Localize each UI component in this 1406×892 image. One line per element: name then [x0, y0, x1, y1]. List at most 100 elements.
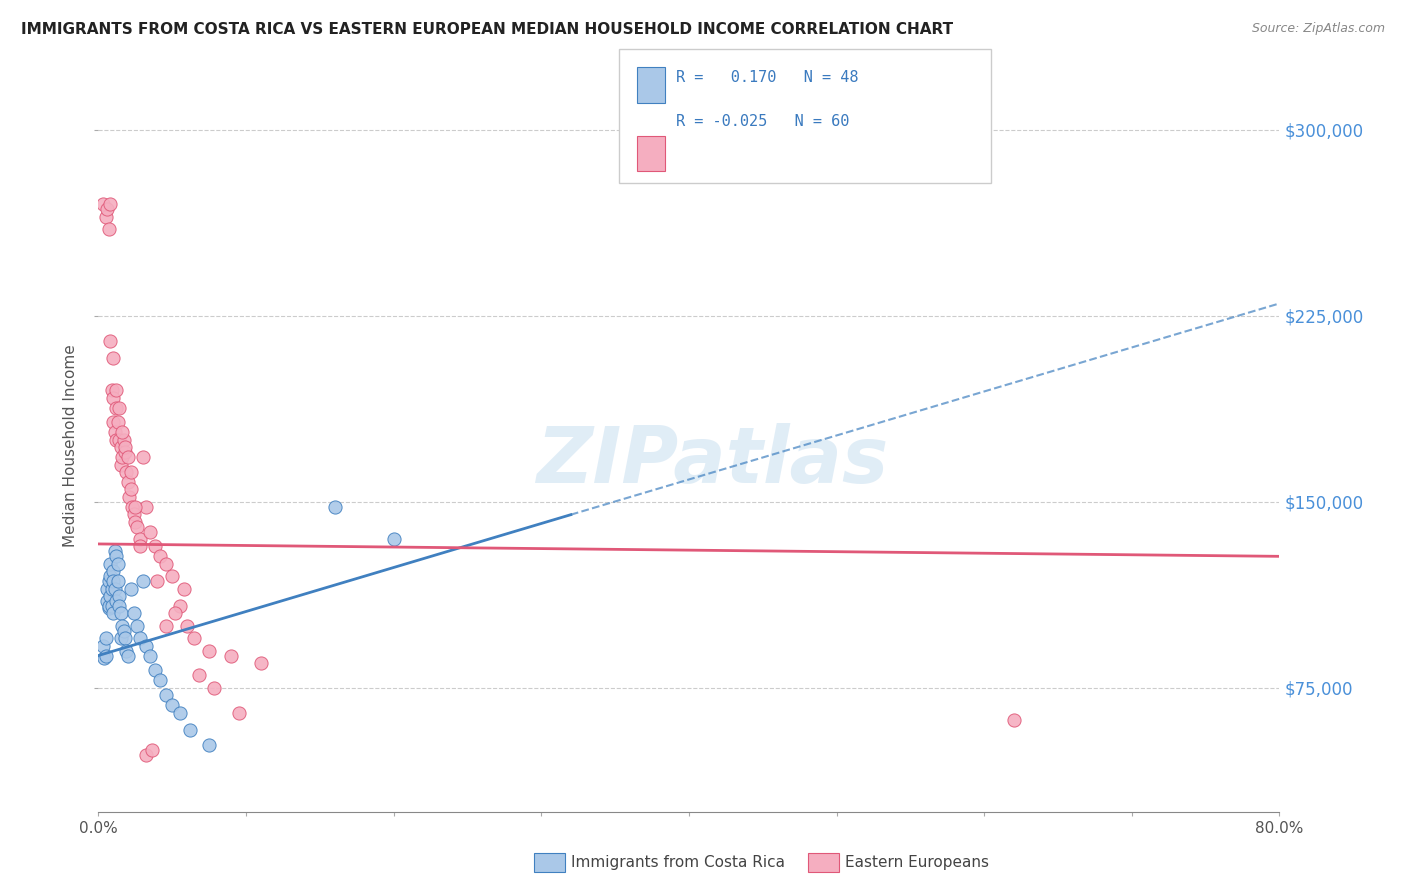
- Point: [382, 532, 405, 546]
- Point: [124, 515, 146, 529]
- Text: IMMIGRANTS FROM COSTA RICA VS EASTERN EUROPEAN MEDIAN HOUSEHOLD INCOME CORRELATI: IMMIGRANTS FROM COSTA RICA VS EASTERN EU…: [21, 22, 953, 37]
- Point: [135, 500, 157, 514]
- Point: [91, 639, 114, 653]
- Point: [114, 440, 136, 454]
- Point: [97, 222, 120, 236]
- Point: [143, 664, 166, 678]
- Point: [128, 631, 150, 645]
- Point: [165, 607, 187, 621]
- Point: [323, 500, 346, 514]
- Point: [103, 351, 125, 365]
- Point: [132, 450, 155, 465]
- Point: [105, 549, 128, 564]
- Text: Immigrants from Costa Rica: Immigrants from Costa Rica: [571, 855, 785, 870]
- Point: [149, 549, 172, 564]
- Point: [97, 599, 120, 613]
- Point: [91, 197, 114, 211]
- Point: [96, 594, 118, 608]
- Point: [100, 599, 122, 613]
- Point: [96, 202, 118, 217]
- Point: [118, 490, 141, 504]
- Text: R = -0.025   N = 60: R = -0.025 N = 60: [676, 114, 849, 129]
- Point: [96, 582, 118, 596]
- Point: [169, 706, 191, 720]
- Point: [122, 507, 145, 521]
- Point: [124, 500, 146, 514]
- Point: [110, 458, 132, 472]
- Point: [103, 607, 125, 621]
- Point: [112, 433, 135, 447]
- Point: [125, 519, 148, 533]
- Point: [155, 688, 177, 702]
- Point: [105, 433, 128, 447]
- Point: [128, 532, 150, 546]
- Point: [111, 425, 134, 440]
- Point: [143, 540, 166, 554]
- Point: [162, 698, 183, 712]
- Point: [105, 401, 128, 415]
- Point: [98, 197, 121, 211]
- Point: [162, 569, 183, 583]
- Point: [139, 524, 162, 539]
- Point: [107, 557, 129, 571]
- Point: [108, 433, 131, 447]
- Point: [187, 668, 209, 682]
- Point: [98, 589, 121, 603]
- Point: [202, 681, 225, 695]
- Point: [135, 747, 157, 762]
- Point: [103, 416, 125, 430]
- Point: [155, 619, 177, 633]
- Point: [176, 619, 198, 633]
- Point: [94, 648, 117, 663]
- Point: [250, 656, 273, 670]
- Point: [108, 401, 131, 415]
- Point: [104, 582, 127, 596]
- Point: [122, 607, 145, 621]
- Point: [117, 450, 139, 465]
- Point: [221, 648, 243, 663]
- Point: [97, 601, 120, 615]
- Point: [139, 648, 162, 663]
- Point: [121, 500, 143, 514]
- Point: [103, 391, 125, 405]
- Point: [100, 383, 122, 397]
- Point: [111, 619, 134, 633]
- Point: [104, 425, 127, 440]
- Point: [179, 723, 201, 737]
- Point: [169, 599, 191, 613]
- Point: [105, 383, 128, 397]
- Point: [198, 738, 221, 752]
- Point: [132, 574, 155, 588]
- Point: [104, 544, 127, 558]
- Point: [110, 631, 132, 645]
- Point: [98, 334, 121, 348]
- Point: [94, 210, 117, 224]
- Point: [97, 574, 120, 588]
- Point: [146, 574, 169, 588]
- Point: [120, 465, 142, 479]
- Point: [108, 599, 131, 613]
- Point: [115, 465, 138, 479]
- Text: ZIPatlas: ZIPatlas: [537, 423, 889, 499]
- Point: [103, 574, 125, 588]
- Point: [112, 624, 135, 638]
- Point: [120, 483, 142, 497]
- Point: [155, 557, 177, 571]
- Point: [114, 445, 136, 459]
- Point: [114, 631, 136, 645]
- Y-axis label: Median Household Income: Median Household Income: [63, 344, 79, 548]
- Point: [135, 639, 157, 653]
- Point: [183, 631, 205, 645]
- Point: [198, 643, 221, 657]
- Point: [107, 574, 129, 588]
- Point: [100, 582, 122, 596]
- Point: [228, 706, 250, 720]
- Text: Eastern Europeans: Eastern Europeans: [845, 855, 988, 870]
- Point: [1002, 713, 1025, 727]
- Point: [98, 569, 121, 583]
- Point: [120, 582, 142, 596]
- Point: [108, 589, 131, 603]
- Point: [110, 440, 132, 454]
- Point: [125, 619, 148, 633]
- Point: [115, 643, 138, 657]
